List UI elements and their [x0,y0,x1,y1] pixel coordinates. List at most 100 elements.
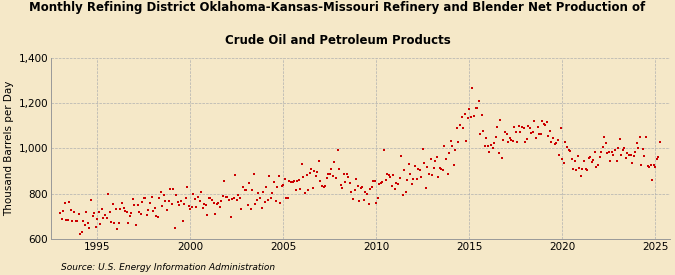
Point [174,203,185,208]
Point [254,196,265,200]
Point [430,159,441,163]
Point [510,130,521,134]
Point [523,124,534,129]
Point [412,167,423,171]
Point [215,205,225,210]
Point [196,190,207,194]
Point [355,186,366,191]
Point [354,199,364,203]
Point [512,139,522,144]
Point [367,185,377,189]
Point [236,207,247,211]
Point [352,184,363,188]
Point [614,137,625,141]
Point [296,162,307,167]
Point [554,152,564,157]
Point [624,153,634,157]
Point [591,164,602,169]
Point [578,159,589,163]
Point [165,187,176,191]
Point [637,147,648,152]
Point [483,144,493,148]
Point [140,196,151,200]
Point [81,210,92,214]
Point [603,150,614,154]
Text: Monthly Refining District Oklahoma-Kansas-Missouri Refinery and Blender Net Prod: Monthly Refining District Oklahoma-Kansa… [30,1,645,14]
Point [283,196,294,201]
Point [414,168,425,173]
Point [360,189,371,194]
Point [593,163,603,167]
Point [599,134,610,139]
Point [400,189,411,194]
Point [472,106,483,110]
Point [304,171,315,175]
Point [130,223,141,227]
Point [185,207,196,211]
Point [385,175,396,180]
Point [179,202,190,206]
Point [580,167,591,171]
Point [117,201,128,205]
Point [619,145,630,150]
Point [485,143,496,147]
Point [261,185,271,189]
Point [309,169,320,173]
Point [388,173,399,177]
Point [126,211,137,216]
Point [267,191,278,195]
Point [543,134,554,138]
Point [216,199,227,203]
Point [576,174,587,178]
Point [597,145,608,150]
Point [452,126,462,130]
Point [566,157,577,161]
Point [408,177,419,182]
Point [294,178,304,182]
Point [649,163,659,167]
Point [159,193,169,197]
Point [379,147,389,152]
Point [252,197,263,202]
Point [459,112,470,117]
Point [583,156,594,160]
Point [279,177,290,182]
Point [402,178,412,182]
Point [373,196,383,200]
Point [302,188,313,192]
Point [382,172,393,176]
Point [571,168,582,172]
Point [228,196,239,200]
Point [437,168,448,172]
Point [618,148,628,152]
Point [600,141,611,145]
Point [357,185,368,189]
Point [602,150,613,155]
Point [338,172,349,176]
Point [107,202,118,206]
Point [608,153,619,157]
Point [393,182,404,187]
Point [56,216,67,221]
Point [448,163,459,167]
Point [157,203,168,208]
Point [411,177,422,181]
Point [461,139,472,143]
Point [275,201,286,205]
Point [244,181,254,185]
Point [467,86,478,91]
Point [153,215,163,219]
Point [636,163,647,167]
Point [421,186,431,190]
Point [633,145,644,150]
Point [160,199,171,203]
Point [375,181,386,185]
Point [169,226,180,230]
Point [317,183,327,188]
Point [137,200,148,204]
Point [238,184,248,189]
Point [176,199,186,204]
Point [625,152,636,157]
Point [477,112,487,117]
Point [404,162,414,167]
